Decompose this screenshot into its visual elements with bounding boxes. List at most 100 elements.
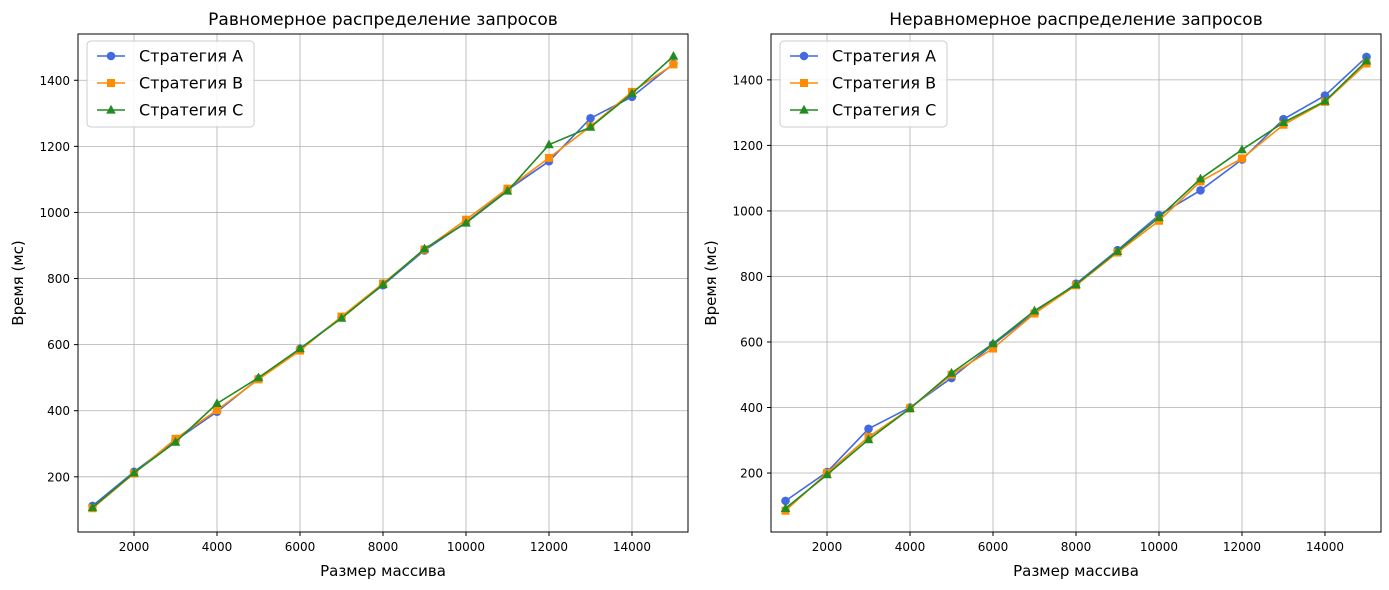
data-point: [905, 403, 915, 413]
data-point: [378, 279, 388, 289]
y-tick-label: 600: [740, 335, 763, 349]
legend-marker: [107, 79, 115, 87]
legend-item: Стратегия B: [790, 74, 936, 93]
legend-label: Стратегия A: [832, 47, 936, 66]
data-point: [170, 436, 181, 446]
data-point: [1071, 279, 1081, 289]
x-tick-label: 10000: [447, 540, 485, 554]
x-axis-label: Размер массива: [1013, 562, 1139, 580]
legend-box: [779, 40, 948, 128]
data-point: [502, 185, 513, 195]
series-c: [780, 55, 1372, 513]
data-point: [253, 372, 264, 382]
x-axis-label: Размер массива: [320, 562, 446, 580]
y-tick-label: 1000: [39, 206, 70, 220]
data-point: [1320, 91, 1330, 100]
data-point: [1237, 144, 1247, 154]
data-point: [946, 367, 957, 377]
data-point: [1029, 305, 1040, 315]
data-point: [419, 243, 430, 253]
data-point: [213, 406, 222, 415]
legend-marker: [106, 51, 116, 61]
data-point: [461, 217, 471, 227]
y-axis-label: Время (мс): [702, 240, 720, 325]
data-point: [585, 121, 596, 131]
y-tick-label: 1400: [39, 74, 70, 88]
y-tick-label: 1200: [39, 140, 70, 154]
y-tick-label: 1000: [732, 204, 763, 218]
data-point: [1237, 154, 1246, 163]
data-point: [1195, 173, 1206, 183]
data-point: [669, 60, 678, 69]
chart-title: Равномерное распределение запросов: [208, 10, 558, 30]
y-tick-label: 400: [740, 401, 763, 415]
legend-item: Стратегия C: [97, 101, 243, 120]
y-tick-label: 200: [47, 470, 70, 484]
legend-item: Стратегия A: [790, 47, 936, 66]
x-tick-label: 4000: [895, 540, 926, 554]
data-point: [1196, 185, 1205, 195]
x-tick-label: 12000: [1223, 540, 1261, 554]
chart-title: Неравномерное распределение запросов: [889, 10, 1262, 30]
y-tick-label: 400: [47, 404, 70, 418]
data-point: [1361, 55, 1372, 65]
legend-marker: [799, 104, 809, 114]
data-point: [87, 502, 98, 512]
x-tick-label: 8000: [368, 540, 399, 554]
x-tick-label: 12000: [530, 540, 568, 554]
legend-box: [86, 40, 255, 128]
x-tick-label: 4000: [202, 540, 233, 554]
legend-label: Стратегия B: [832, 74, 936, 93]
data-point: [1112, 246, 1123, 255]
x-tick-label: 6000: [285, 540, 316, 554]
data-point: [336, 312, 347, 322]
data-point: [129, 467, 139, 477]
legend-marker: [106, 104, 116, 114]
y-tick-label: 600: [47, 338, 70, 352]
legend: Стратегия A Стратегия B Стратегия C: [86, 40, 255, 128]
data-point: [586, 113, 595, 123]
y-tick-label: 1200: [732, 139, 763, 153]
y-tick-label: 800: [47, 272, 70, 286]
legend-label: Стратегия C: [139, 101, 243, 120]
data-point: [295, 343, 305, 353]
legend-label: Стратегия C: [832, 101, 936, 120]
data-point: [544, 139, 554, 149]
data-point: [544, 153, 553, 162]
data-point: [822, 469, 832, 479]
data-point: [989, 344, 998, 353]
x-tick-label: 14000: [1306, 540, 1344, 554]
legend-item: Стратегия A: [97, 47, 243, 66]
x-tick-label: 6000: [978, 540, 1009, 554]
data-point: [863, 434, 874, 444]
data-point: [1154, 212, 1164, 222]
data-point: [1320, 95, 1330, 105]
legend-item: Стратегия C: [790, 101, 936, 120]
chart-uniform-distribution: 2000 4000 6000 8000 10000 12000 14000 200 400 600…: [9, 10, 689, 580]
data-point: [780, 503, 791, 513]
legend-item: Стратегия B: [97, 74, 243, 93]
legend-label: Стратегия B: [139, 74, 243, 93]
y-tick-label: 800: [740, 270, 763, 284]
y-tick-label: 1400: [732, 73, 763, 87]
y-axis-label: Время (мс): [9, 240, 27, 325]
y-tick-label: 200: [740, 467, 763, 481]
data-point: [212, 398, 222, 408]
series-c: [87, 50, 679, 512]
data-point: [627, 88, 637, 98]
legend-label: Стратегия A: [139, 47, 243, 66]
x-tick-label: 2000: [812, 540, 843, 554]
x-tick-label: 2000: [119, 540, 150, 554]
chart-nonuniform-distribution: 2000 4000 6000 8000 10000 12000 14000 200 400 600…: [702, 10, 1382, 580]
data-point: [781, 496, 790, 506]
legend: Стратегия A Стратегия B Стратегия C: [779, 40, 948, 128]
data-point: [864, 424, 873, 434]
data-point: [668, 50, 679, 60]
x-tick-label: 14000: [613, 540, 651, 554]
data-point: [988, 338, 998, 348]
legend-marker: [800, 79, 808, 87]
data-point: [1278, 117, 1289, 127]
x-tick-label: 10000: [1140, 540, 1178, 554]
x-tick-label: 8000: [1061, 540, 1092, 554]
